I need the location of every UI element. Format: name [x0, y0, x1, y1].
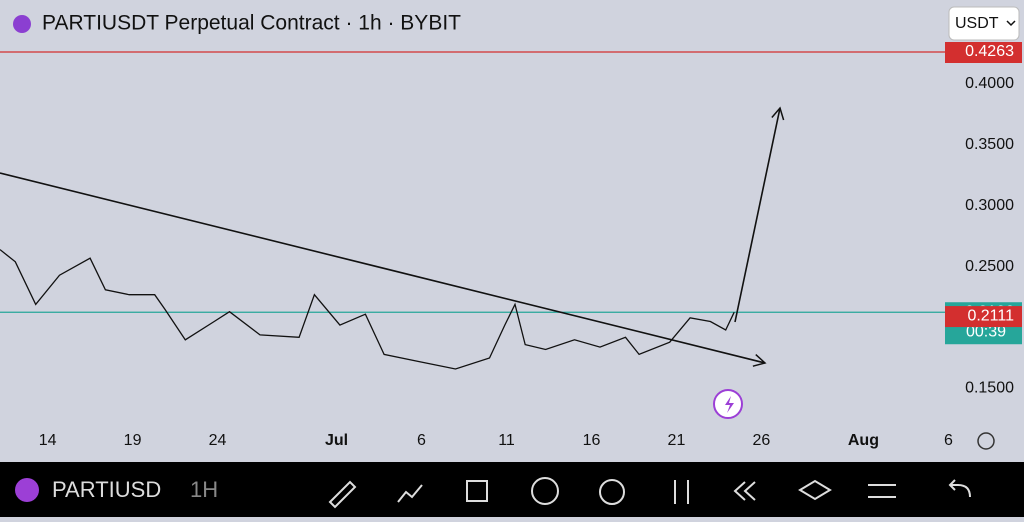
x-tick-label: 26 [753, 432, 771, 449]
x-tick-label: 19 [124, 432, 142, 449]
currency-button[interactable] [948, 6, 1020, 41]
x-tick-label: 6 [417, 432, 426, 449]
price-label: 0.2111 [967, 307, 1014, 324]
toolbar-symbol-icon [15, 478, 39, 502]
y-tick-label: 0.3000 [965, 197, 1014, 214]
dropdown-chevron [1006, 20, 1016, 27]
replay-icon[interactable] [733, 481, 756, 501]
price-label-box [945, 306, 1022, 328]
toolbar-icons [328, 477, 971, 509]
trend-line [0, 172, 767, 367]
x-tick-label: 21 [668, 432, 686, 449]
settings-bar-icon[interactable] [868, 484, 896, 498]
layout-icon[interactable] [466, 480, 488, 502]
layers-icon[interactable] [798, 479, 832, 501]
price-line [0, 249, 735, 370]
y-tick-label: 0.1500 [965, 380, 1014, 397]
price-label: 0.4263 [965, 43, 1014, 60]
currency-label[interactable]: USDT [955, 15, 999, 32]
price-label-box [945, 41, 1022, 63]
add-icon[interactable] [531, 477, 559, 505]
y-tick-label: 0.3500 [965, 136, 1014, 153]
chart-title: PARTIUSDT Perpetual Contract · 1h · BYBI… [42, 12, 461, 35]
x-tick-label: 16 [583, 432, 601, 449]
draw-icon[interactable] [328, 480, 357, 509]
projection-arrow [734, 106, 785, 323]
y-tick-label: 0.4000 [965, 75, 1014, 92]
alert-icon[interactable] [599, 479, 625, 505]
settings-icon[interactable] [977, 432, 995, 450]
x-tick-label: Aug [848, 432, 879, 449]
x-tick-label: 14 [39, 432, 57, 449]
candles-icon[interactable] [674, 480, 689, 504]
indicator-icon[interactable] [397, 484, 423, 503]
toolbar [0, 462, 1024, 517]
undo-icon[interactable] [948, 479, 971, 498]
toolbar-interval[interactable]: 1H [190, 477, 218, 502]
x-tick-label: 11 [498, 432, 515, 449]
toolbar-symbol[interactable]: PARTIUSD [52, 477, 161, 502]
x-tick-label: 24 [209, 432, 227, 449]
countdown: 00:39 [966, 323, 1006, 340]
y-tick-label: 0.2500 [965, 258, 1014, 275]
x-tick-label: Jul [325, 432, 348, 449]
symbol-icon [13, 15, 31, 33]
x-tick-label: 6 [944, 432, 953, 449]
bolt [725, 396, 734, 413]
